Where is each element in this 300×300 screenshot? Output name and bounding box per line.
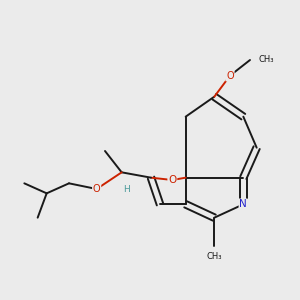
Text: N: N [239, 199, 247, 209]
Text: H: H [123, 185, 130, 194]
Text: O: O [168, 175, 176, 185]
Text: CH₃: CH₃ [258, 56, 274, 64]
Text: CH₃: CH₃ [207, 252, 222, 261]
Text: O: O [226, 71, 234, 81]
Text: O: O [93, 184, 100, 194]
